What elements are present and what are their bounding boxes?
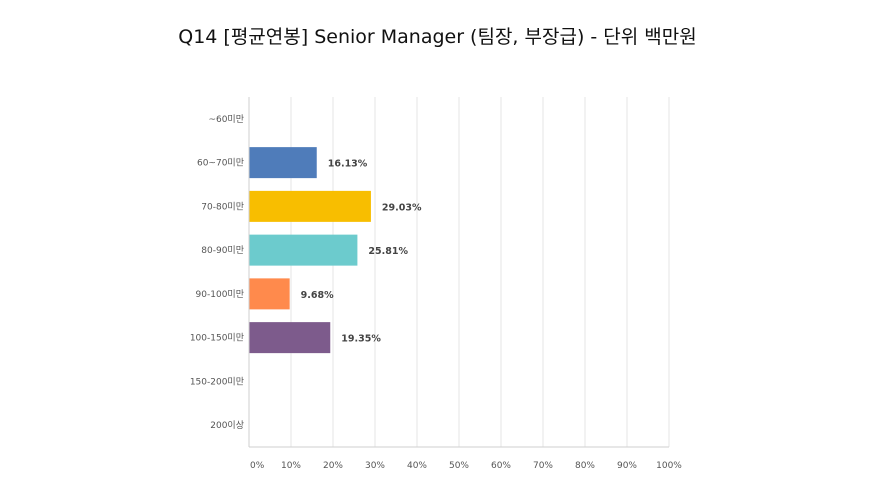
category-label: 60~70미만 (197, 158, 244, 169)
category-label: ~60미만 (208, 114, 244, 125)
category-label: 100-150미만 (190, 333, 244, 344)
category-labels: ~60미만 60~70미만 70-80미만 80-90미만 90-100미만 100-15… (190, 114, 244, 431)
x-tick-label: 100% (656, 461, 682, 471)
category-label: 90-100미만 (196, 289, 244, 300)
value-labels: 16.13% 29.03% 25.81% 9.68% 19.35% (301, 159, 422, 345)
value-label: 29.03% (382, 202, 422, 213)
category-label: 80-90미만 (201, 245, 244, 256)
gridlines (290, 97, 670, 447)
bars (249, 147, 371, 354)
value-label: 9.68% (301, 290, 334, 301)
x-tick-label: 40% (407, 461, 427, 471)
x-tick-label: 20% (323, 461, 343, 471)
category-label: 70-80미만 (201, 201, 244, 212)
bar (249, 147, 317, 179)
x-tick-label: 30% (365, 461, 385, 471)
bar (249, 322, 331, 354)
chart-title: Q14 [평균연봉] Senior Manager (팀장, 부장급) - 단위… (178, 26, 697, 48)
x-tick-labels: 0% 10% 20% 30% 40% 50% 60% 70% 80% 90% 100% (250, 461, 682, 471)
category-label: 150-200미만 (190, 376, 244, 387)
category-label: 200이상 (210, 420, 244, 431)
value-label: 25.81% (368, 246, 408, 257)
bar (249, 278, 290, 310)
x-tick-label: 10% (281, 461, 301, 471)
bar (249, 234, 358, 266)
x-tick-label: 70% (533, 461, 553, 471)
value-label: 19.35% (341, 334, 381, 345)
x-tick-label: 50% (449, 461, 469, 471)
value-label: 16.13% (328, 159, 368, 170)
x-tick-label: 60% (491, 461, 511, 471)
x-tick-label: 90% (617, 461, 637, 471)
x-tick-label: 0% (250, 461, 265, 471)
x-tick-label: 80% (575, 461, 595, 471)
bar (249, 190, 371, 222)
